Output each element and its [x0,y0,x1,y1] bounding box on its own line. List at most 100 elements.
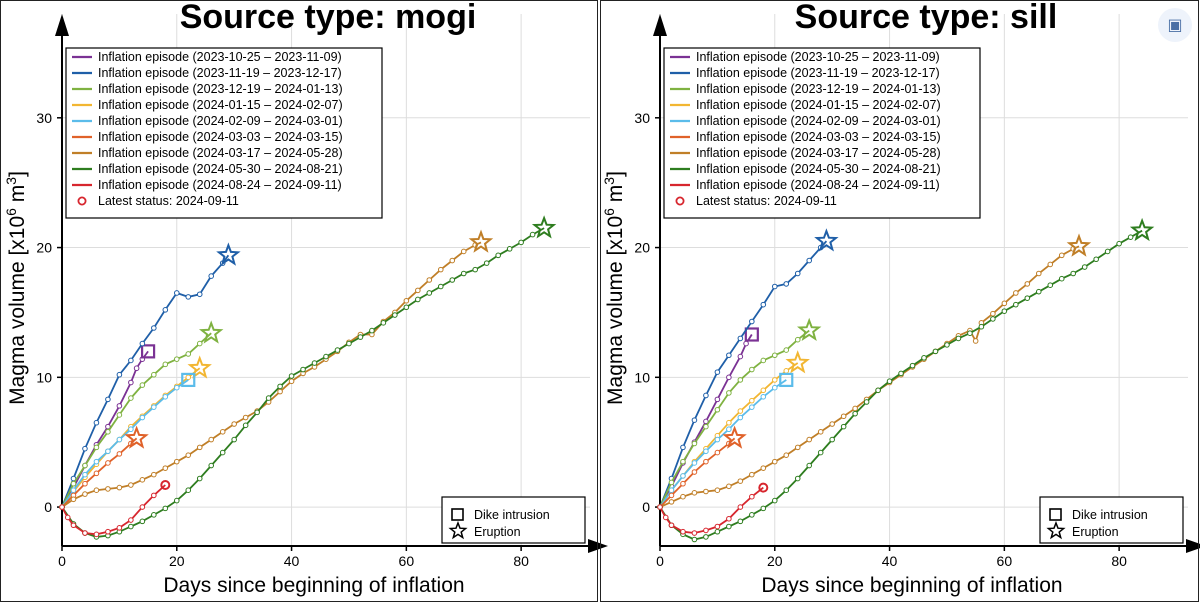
data-point [173,356,180,362]
data-point [128,379,134,386]
square-icon [451,508,464,521]
data-point [680,480,686,487]
data-point [737,478,744,484]
data-point [219,429,226,435]
data-point [726,374,732,381]
y-tick-label: 10 [634,369,650,385]
data-point [1035,270,1042,277]
series-line [659,486,764,534]
y-tick-label: 20 [36,240,52,256]
data-point [70,522,77,529]
y-tick-label: 0 [642,499,650,515]
data-point [116,412,123,418]
data-point [105,429,111,435]
y-tick-label: 10 [36,369,52,385]
data-point [173,458,180,465]
data-point [346,340,352,347]
data-point [93,531,100,538]
legend-entry: Inflation episode (2024-08-24 – 2024-09-… [696,178,940,192]
series-5 [657,425,747,510]
data-point [151,371,157,378]
y-axis-arrow [55,14,69,36]
data-point [116,484,123,491]
data-point [714,523,721,530]
data-point [737,408,744,414]
data-point [909,362,916,369]
data-point [128,482,134,488]
data-point [771,377,778,383]
data-point [783,281,790,287]
data-point [749,366,755,373]
data-point [1104,248,1111,255]
data-point [369,327,375,334]
data-point [1081,264,1088,270]
data-point [703,458,709,465]
data-point [749,404,755,410]
legend-entry: Inflation episode (2024-05-30 – 2024-08-… [696,162,941,176]
data-point [1024,281,1031,287]
legend: Inflation episode (2023-10-25 – 2023-11-… [65,47,383,219]
data-point [116,525,123,531]
data-point [771,458,778,465]
marker-legend-box [441,496,586,544]
eruption-marker [814,228,839,252]
data-point [703,527,709,534]
screenshot-search-icon[interactable]: ▣ [1158,8,1192,42]
data-point [691,440,698,447]
legend-entry: Inflation episode (2023-12-19 – 2024-01-… [98,82,343,96]
data-point [668,492,675,499]
x-axis-label: Days since beginning of inflation [761,574,1062,597]
data-point [783,347,790,353]
data-point [1013,290,1019,296]
x-tick-label: 40 [284,553,300,569]
data-point [668,499,675,505]
legend-entry: Inflation episode (2024-01-15 – 2024-02-… [98,98,343,112]
legend: Inflation episode (2023-10-25 – 2023-11-… [663,47,981,219]
x-tick-label: 40 [882,553,898,569]
y-tick-label: 20 [634,240,650,256]
data-point [128,517,134,523]
data-point [737,414,744,421]
data-point [323,353,329,360]
data-point [185,452,192,458]
data-point [680,493,686,500]
data-point [760,387,767,394]
data-point [972,338,979,344]
data-point [219,449,226,456]
data-point [1058,275,1065,282]
data-point [691,536,698,543]
data-point [714,487,721,494]
marker-legend: Dike intrusion Eruption [441,496,586,544]
data-point [173,384,180,391]
y-axis-arrow [653,14,667,36]
eruption-marker [468,229,494,253]
marker-legend-dike: Dike intrusion [1072,508,1148,522]
chart-panel-0: 0 20 40 60 80 0 10 20 30 Source type: mogi Days si… [3,0,608,597]
data-point [1001,300,1008,307]
data-point [691,490,698,496]
data-point [392,312,398,318]
data-point [82,480,88,487]
data-point [185,487,192,494]
data-point [749,318,755,325]
data-point [794,475,801,482]
data-point [944,342,950,348]
data-point [783,487,790,494]
data-point [208,462,215,469]
data-point [898,370,904,377]
data-point [749,471,755,478]
legend-box [663,47,981,219]
data-point [265,395,272,401]
data-point [196,475,203,482]
marker-legend-eruption: Eruption [1072,525,1119,539]
data-point [760,393,767,400]
data-point [449,257,456,264]
data-point [116,436,123,443]
data-point [173,290,180,296]
data-point [932,348,939,355]
data-point [863,399,870,405]
x-tick-label: 80 [513,553,529,569]
data-point [116,371,123,378]
data-point [64,514,71,521]
data-point [1047,282,1054,288]
